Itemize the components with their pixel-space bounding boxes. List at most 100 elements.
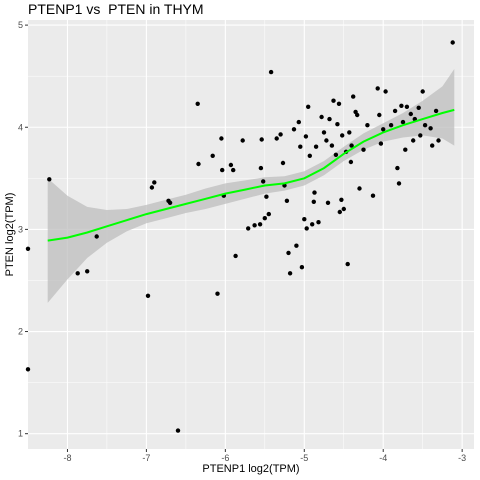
data-point [210,153,215,158]
data-point [324,138,329,143]
data-point [303,134,309,139]
data-point [355,112,360,118]
data-point [340,133,345,138]
data-point [291,127,297,132]
data-point [345,261,350,267]
data-points [25,40,455,433]
data-point [75,271,80,276]
data-point [450,40,455,45]
data-point [25,246,31,251]
y-tick-label: 3 [18,224,23,234]
data-point [416,105,421,111]
data-point [149,185,155,190]
data-point [195,101,200,107]
data-point [316,220,321,225]
y-tick-label: 4 [18,122,23,132]
data-point [325,200,331,205]
data-point [246,226,251,231]
data-point [341,206,346,212]
x-tick-label: -8 [63,453,71,463]
data-point [25,367,31,372]
data-point [196,161,201,167]
data-point [313,144,319,149]
data-point [47,177,52,182]
data-point [381,127,386,132]
data-point [233,253,238,259]
confidence-band [47,69,455,303]
data-point [375,86,380,91]
data-point [215,291,220,296]
data-point [428,126,433,131]
data-point [167,200,173,205]
smooth-fit-line [47,108,455,242]
data-point [408,111,413,117]
data-point [433,108,439,114]
data-point [259,137,264,142]
data-point [145,293,151,298]
data-point [400,119,406,125]
data-point [262,216,267,221]
x-axis-ticks: -8 -7 -6 -5 -4 -3 [63,449,466,463]
data-point [287,271,293,276]
data-point [370,193,376,198]
data-point [175,428,181,433]
data-point [422,123,428,128]
data-point [395,165,400,171]
data-point [307,153,312,158]
data-point [399,103,404,109]
x-tick-label: -5 [300,453,308,463]
data-point [403,147,408,152]
data-point [361,147,366,152]
data-point [284,198,290,203]
x-tick-label: -3 [458,453,466,463]
y-tick-label: 5 [18,20,23,30]
data-point [261,179,266,184]
data-point [310,222,315,227]
data-point [327,116,332,122]
data-point [392,108,398,114]
data-point [418,133,423,138]
data-point [294,243,299,248]
data-point [304,226,309,231]
data-point [336,101,342,107]
data-point [404,104,410,110]
data-point [348,159,354,165]
data-point [337,209,342,215]
data-point [228,162,234,168]
data-point [274,136,279,141]
data-point [296,119,301,125]
data-point [257,222,263,227]
data-point [219,136,224,141]
x-axis-title: PTENP1 log2(TPM) [202,463,299,475]
data-point [357,186,362,191]
data-point [339,197,344,202]
data-point [420,89,425,94]
data-point [388,123,394,128]
data-point [266,211,271,217]
data-point [430,143,435,148]
x-tick-label: -4 [379,453,387,463]
data-point [347,130,352,135]
data-point [152,180,157,185]
data-point [268,69,274,75]
y-tick-label: 2 [18,327,23,337]
data-point [302,217,307,222]
data-point [85,269,90,274]
data-point [335,122,340,127]
data-point [378,141,384,146]
data-point [319,114,324,120]
data-point [220,167,225,173]
data-point [377,112,382,118]
data-point [411,138,416,143]
data-point [329,143,335,148]
data-point [396,181,402,186]
data-point [252,223,257,228]
data-point [312,190,317,195]
y-axis-title: PTEN log2(TPM) [4,193,16,277]
data-point [351,94,356,99]
data-point [331,98,336,103]
y-axis-ticks: 1 2 3 4 5 [18,20,28,439]
data-point [299,265,305,270]
x-tick-label: -6 [221,453,229,463]
